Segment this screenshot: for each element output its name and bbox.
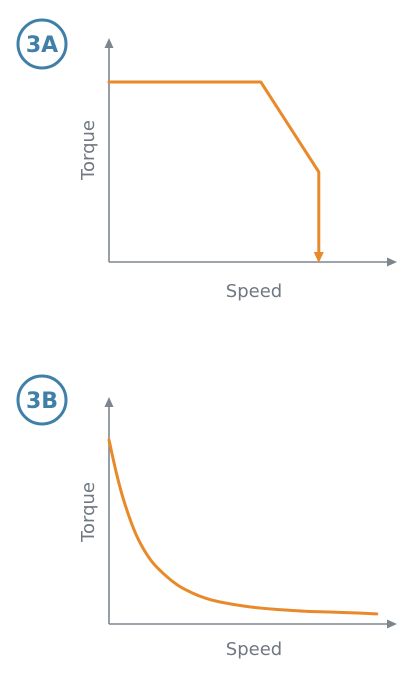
- series-group-3b: [107, 438, 379, 616]
- badge-label-3a: 3A: [26, 33, 58, 58]
- y-axis-arrowhead-3a: [104, 38, 114, 48]
- series-group-3a: [107, 80, 324, 263]
- y-axis-label-3a: Torque: [78, 120, 99, 181]
- series-line-3b-0: [107, 438, 379, 616]
- panel-3a: 3A Speed Torque: [16, 18, 397, 302]
- y-axis-arrowhead-3b: [104, 397, 114, 407]
- panel-3b: 3B Speed Torque: [16, 374, 397, 660]
- badge-circle-3a: [16, 18, 68, 70]
- panel-badge-3b: 3B: [16, 374, 68, 426]
- y-axis-label-3b: Torque: [78, 482, 99, 543]
- series-line-3a-0: [107, 80, 321, 256]
- badge-label-3b: 3B: [26, 389, 58, 414]
- panel-badge-3a: 3A: [16, 18, 68, 70]
- badge-circle-3b: [16, 374, 68, 426]
- x-axis-arrowhead-3b: [387, 619, 397, 629]
- x-axis-arrowhead-3a: [387, 257, 397, 267]
- x-axis-label-3b: Speed: [226, 639, 282, 660]
- x-axis-label-3a: Speed: [226, 281, 282, 302]
- series-arrowhead-3a-0: [313, 252, 324, 263]
